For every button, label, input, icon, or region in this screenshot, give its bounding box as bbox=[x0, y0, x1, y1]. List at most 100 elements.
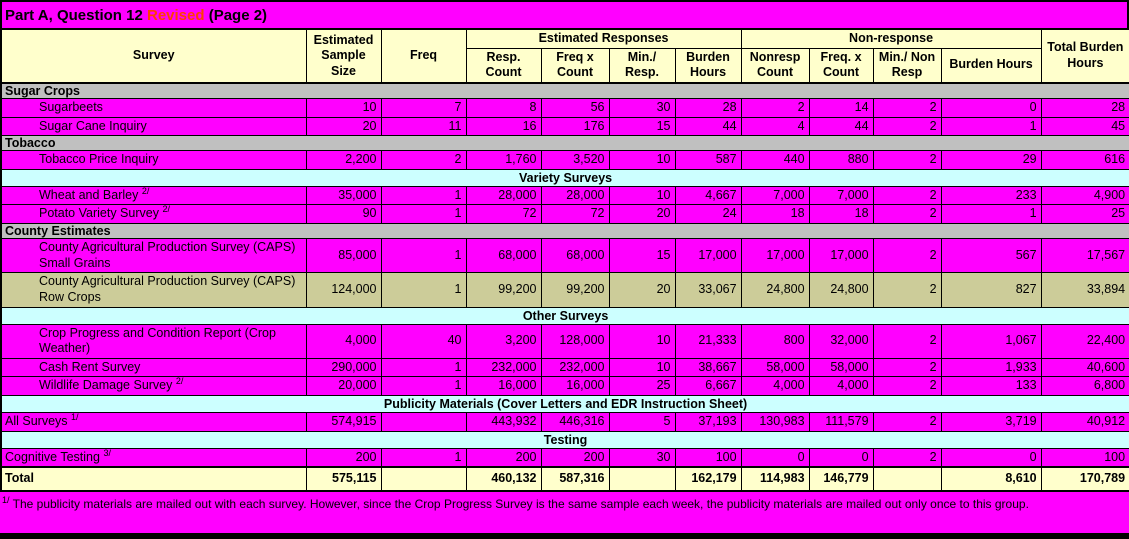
value-cell: 2 bbox=[380, 150, 467, 170]
value-cell: 2 bbox=[872, 357, 942, 378]
value-cell: 587 bbox=[674, 150, 742, 170]
value-cell: 200 bbox=[540, 447, 610, 468]
value-cell: 24,800 bbox=[808, 272, 874, 308]
value-cell: 17,000 bbox=[674, 237, 742, 274]
data-row: Sugarbeets 10 7 8 56 30 28 2 14 2 0 28 bbox=[0, 97, 1129, 118]
survey-name: Wheat and Barley 2/ bbox=[0, 185, 307, 206]
value-cell: 20 bbox=[608, 272, 676, 308]
value-cell: 2 bbox=[872, 412, 942, 432]
value-cell: 28,000 bbox=[540, 185, 610, 206]
value-cell: 1,760 bbox=[465, 150, 542, 170]
survey-name: Potato Variety Survey 2/ bbox=[0, 204, 307, 224]
value-cell: 10 bbox=[608, 323, 676, 359]
value-cell: 72 bbox=[465, 204, 542, 224]
value-cell: 4,000 bbox=[808, 376, 874, 396]
value-cell: 3,719 bbox=[940, 412, 1042, 432]
value-cell: 11 bbox=[380, 116, 467, 137]
value-cell: 17,000 bbox=[808, 237, 874, 274]
value-cell: 460,132 bbox=[465, 466, 542, 492]
value-cell: 0 bbox=[940, 97, 1042, 118]
value-cell: 4,900 bbox=[1040, 185, 1129, 206]
data-row: County Agricultural Production Survey (C… bbox=[0, 237, 1129, 274]
value-cell: 232,000 bbox=[465, 357, 542, 378]
data-row: Wildlife Damage Survey 2/20,000 1 16,000 16… bbox=[0, 376, 1129, 396]
col-header-sample-size: Estimated Sample Size bbox=[305, 28, 382, 84]
value-cell: 56 bbox=[540, 97, 610, 118]
data-row: Cognitive Testing 3/200 1 200 200 30 100 0 0 2 0 1… bbox=[0, 447, 1129, 468]
value-cell: 99,200 bbox=[540, 272, 610, 308]
value-cell: 4,667 bbox=[674, 185, 742, 206]
col-header-nonresp-freq-x-count: Freq. x Count bbox=[808, 47, 874, 84]
value-cell: 8,610 bbox=[940, 466, 1042, 492]
value-cell: 20,000 bbox=[305, 376, 382, 396]
value-cell: 3,520 bbox=[540, 150, 610, 170]
banner-row: Other Surveys bbox=[0, 306, 1129, 325]
section-label: Tobacco bbox=[0, 135, 1129, 152]
value-cell: 24 bbox=[674, 204, 742, 224]
value-cell: 58,000 bbox=[808, 357, 874, 378]
value-cell: 20 bbox=[608, 204, 676, 224]
table-header: Survey Estimated Sample Size Freq Estima… bbox=[0, 28, 1129, 84]
value-cell: 567 bbox=[940, 237, 1042, 274]
value-cell: 4,000 bbox=[305, 323, 382, 359]
col-header-burden-hours: Burden Hours bbox=[674, 47, 742, 84]
value-cell: 2 bbox=[872, 116, 942, 137]
value-cell: 1 bbox=[380, 272, 467, 308]
survey-name: Cognitive Testing 3/ bbox=[0, 447, 307, 468]
section-row: County Estimates bbox=[0, 223, 1129, 239]
col-header-min-resp: Min./ Resp. bbox=[608, 47, 676, 84]
survey-name: Crop Progress and Condition Report (Crop… bbox=[0, 323, 307, 359]
footnote-marker: 3/ bbox=[103, 448, 111, 458]
burden-hours-table: Survey Estimated Sample Size Freq Estima… bbox=[0, 28, 1129, 493]
banner-row: Testing bbox=[0, 430, 1129, 449]
value-cell: 1,067 bbox=[940, 323, 1042, 359]
banner-row: Publicity Materials (Cover Letters and E… bbox=[0, 395, 1129, 413]
value-cell: 38,667 bbox=[674, 357, 742, 378]
value-cell: 2,200 bbox=[305, 150, 382, 170]
value-cell: 15 bbox=[608, 116, 676, 137]
value-cell bbox=[380, 466, 467, 492]
section-label: Sugar Crops bbox=[0, 82, 1129, 99]
value-cell: 100 bbox=[674, 447, 742, 468]
value-cell: 90 bbox=[305, 204, 382, 224]
value-cell: 3,200 bbox=[465, 323, 542, 359]
data-row: Crop Progress and Condition Report (Crop… bbox=[0, 323, 1129, 359]
value-cell: 32,000 bbox=[808, 323, 874, 359]
value-cell bbox=[608, 466, 676, 492]
value-cell: 44 bbox=[808, 116, 874, 137]
data-row: Potato Variety Survey 2/90 1 72 72 20 24 18 18 2… bbox=[0, 204, 1129, 224]
value-cell: 33,067 bbox=[674, 272, 742, 308]
value-cell: 100 bbox=[1040, 447, 1129, 468]
value-cell: 232,000 bbox=[540, 357, 610, 378]
value-cell: 0 bbox=[740, 447, 810, 468]
value-cell: 2 bbox=[872, 237, 942, 274]
value-cell: 16,000 bbox=[465, 376, 542, 396]
data-row: Wheat and Barley 2/35,000 1 28,000 28,000 10… bbox=[0, 185, 1129, 206]
value-cell: 880 bbox=[808, 150, 874, 170]
value-cell: 446,316 bbox=[540, 412, 610, 432]
col-header-resp-count: Resp. Count bbox=[465, 47, 542, 84]
value-cell: 40,912 bbox=[1040, 412, 1129, 432]
value-cell: 17,567 bbox=[1040, 237, 1129, 274]
value-cell: 111,579 bbox=[808, 412, 874, 432]
value-cell: 18 bbox=[740, 204, 810, 224]
value-cell: 14 bbox=[808, 97, 874, 118]
value-cell: 18 bbox=[808, 204, 874, 224]
page-title-suffix: (Page 2) bbox=[208, 6, 268, 24]
value-cell: 10 bbox=[608, 185, 676, 206]
value-cell: 162,179 bbox=[674, 466, 742, 492]
value-cell: 0 bbox=[940, 447, 1042, 468]
value-cell: 16 bbox=[465, 116, 542, 137]
value-cell: 7,000 bbox=[808, 185, 874, 206]
value-cell: 575,115 bbox=[305, 466, 382, 492]
section-label: County Estimates bbox=[0, 223, 1129, 239]
value-cell: 8 bbox=[465, 97, 542, 118]
value-cell: 130,983 bbox=[740, 412, 810, 432]
value-cell: 2 bbox=[872, 185, 942, 206]
value-cell: 24,800 bbox=[740, 272, 810, 308]
survey-name: All Surveys 1/ bbox=[0, 412, 307, 432]
footnote-marker: 1/ bbox=[71, 412, 79, 422]
group-header-nonresponse: Non-response bbox=[740, 28, 1042, 49]
value-cell: 1 bbox=[380, 447, 467, 468]
value-cell: 146,779 bbox=[808, 466, 874, 492]
